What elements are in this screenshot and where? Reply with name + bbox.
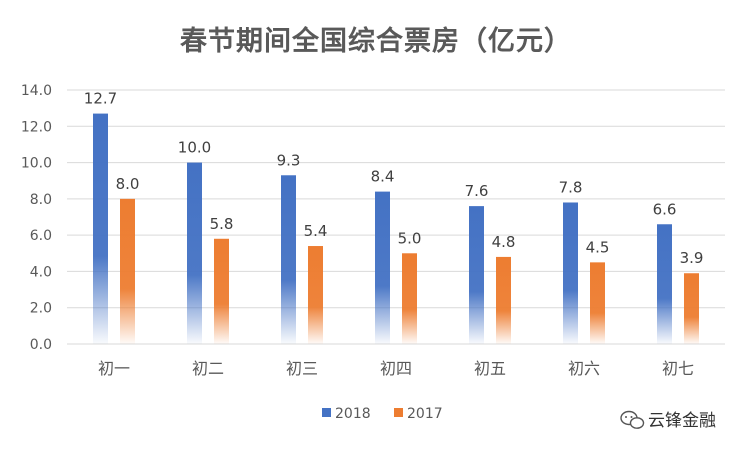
- data-label-2017: 4.5: [586, 238, 610, 256]
- y-tick-label: 0.0: [30, 337, 52, 353]
- data-label-2018: 8.4: [371, 168, 395, 186]
- y-tick-label: 14.0: [21, 83, 52, 99]
- bar-2018: [375, 191, 390, 344]
- bars: [93, 113, 699, 344]
- data-label-2017: 3.9: [680, 249, 704, 267]
- bar-2017: [590, 262, 605, 344]
- bar-2018: [187, 162, 202, 344]
- legend-label-2017: 2017: [407, 406, 443, 422]
- y-tick-label: 10.0: [21, 156, 52, 172]
- bar-2018: [657, 224, 672, 344]
- data-label-2018: 7.8: [559, 178, 583, 196]
- y-tick-label: 2.0: [30, 301, 52, 317]
- chart-title: 春节期间全国综合票房（亿元）: [180, 25, 572, 57]
- legend-swatch-2018: [322, 408, 331, 417]
- x-category-label: 初五: [474, 359, 506, 378]
- wechat-icon: [620, 410, 645, 429]
- legend-swatch-2017: [394, 408, 403, 417]
- bar-2018: [469, 206, 484, 344]
- data-label-2018: 10.0: [178, 139, 211, 157]
- data-label-2018: 7.6: [465, 182, 489, 200]
- data-label-2017: 5.4: [304, 222, 328, 240]
- data-label-2017: 4.8: [492, 233, 516, 251]
- watermark-text: 云锋金融: [648, 411, 716, 431]
- data-label-2018: 9.3: [277, 151, 301, 169]
- x-axis-categories: 初一 初二 初三 初四 初五 初六 初七: [98, 359, 694, 378]
- bar-2017: [308, 246, 323, 344]
- watermark: 云锋金融: [620, 410, 716, 431]
- bar-2017: [214, 238, 229, 344]
- data-labels: 12.7 8.0 10.0 5.8 9.3 5.4 8.4 5.0 7.6 4.8 7.8 4.5 6.…: [84, 90, 704, 268]
- bar-2018: [281, 175, 296, 344]
- bar-2017: [684, 273, 699, 344]
- y-tick-label: 6.0: [30, 228, 52, 244]
- x-category-label: 初二: [192, 359, 224, 378]
- x-category-label: 初四: [380, 359, 412, 378]
- bar-2018: [93, 113, 108, 344]
- bar-2017: [120, 198, 135, 344]
- legend: 2018 2017: [322, 406, 443, 422]
- data-label-2017: 8.0: [116, 175, 140, 193]
- data-label-2018: 6.6: [653, 200, 677, 218]
- bar-2017: [496, 256, 511, 344]
- y-tick-label: 4.0: [30, 264, 52, 280]
- x-category-label: 初一: [98, 359, 130, 378]
- y-tick-label: 12.0: [21, 119, 52, 135]
- x-category-label: 初七: [662, 359, 694, 378]
- y-tick-label: 8.0: [30, 192, 52, 208]
- data-label-2018: 12.7: [84, 90, 117, 108]
- data-label-2017: 5.0: [398, 229, 422, 247]
- x-category-label: 初三: [286, 359, 318, 378]
- x-category-label: 初六: [568, 359, 600, 378]
- legend-label-2018: 2018: [335, 406, 371, 422]
- y-axis-ticks: 0.0 2.0 4.0 6.0 8.0 10.0 12.0 14.0: [21, 83, 52, 353]
- gridlines: [67, 89, 725, 345]
- bar-2018: [563, 202, 578, 344]
- data-label-2017: 5.8: [210, 215, 234, 233]
- bar-2017: [402, 253, 417, 344]
